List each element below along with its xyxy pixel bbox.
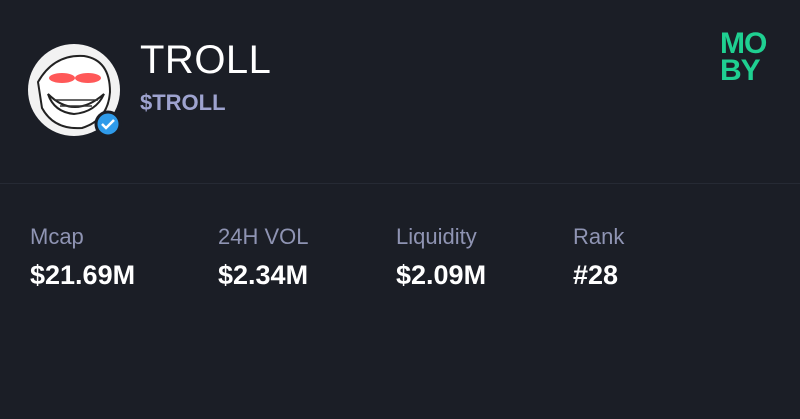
stat-label: Rank	[573, 224, 625, 249]
stat-value: #28	[573, 260, 619, 290]
stat-value: $2.09M	[396, 260, 487, 290]
stat-label: 24H VOL	[218, 224, 309, 249]
stat: 24H VOL $2.34M	[218, 224, 309, 291]
stat: Mcap $21.69M	[30, 224, 135, 291]
brand-logo: MO BY	[720, 27, 776, 87]
stat: Liquidity $2.09M	[396, 224, 486, 291]
token-ticker: $TROLL	[140, 90, 226, 115]
avatar	[28, 44, 122, 138]
stat: Rank #28	[573, 224, 624, 291]
stat-label: Mcap	[30, 224, 84, 249]
brand-line: BY	[720, 54, 761, 87]
divider	[0, 183, 800, 184]
stat-label: Liquidity	[396, 224, 477, 249]
stat-value: $2.34M	[218, 260, 309, 290]
brand-line: MO	[720, 27, 767, 60]
stat-value: $21.69M	[30, 260, 136, 290]
token-name: TROLL	[140, 38, 272, 82]
